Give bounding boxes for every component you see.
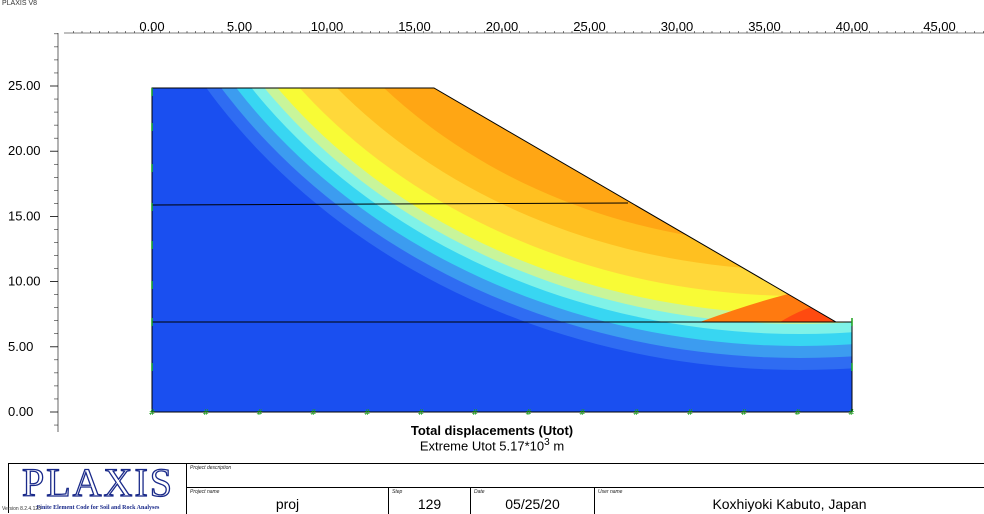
y-tick-label: 15.00 [8, 208, 41, 223]
displacement-plot: 0.00 5.00 10.00 15.00 20.00 25.00 30.00 35.00 40… [0, 0, 984, 463]
project-name-cell: Project name proj [187, 487, 389, 514]
fixity-marker: # [579, 408, 586, 417]
x-tick-label: 35.00 [748, 19, 781, 34]
fixity-marker: # [202, 408, 209, 417]
fixity-marker: # [794, 408, 801, 417]
caption-extreme-prefix: Extreme Utot 5.17*10 [420, 438, 544, 453]
x-tick-label: 15.00 [398, 19, 431, 34]
y-tick-label: 0.00 [8, 404, 33, 419]
contour-field [100, 0, 984, 420]
y-tick-label: 20.00 [8, 143, 41, 158]
user-name-label: User name [598, 489, 622, 495]
project-description-label: Project description [190, 465, 231, 471]
project-description-cell: Project description [187, 463, 984, 487]
y-tick-label: 10.00 [8, 274, 41, 289]
x-tick-label: 5.00 [227, 19, 252, 34]
version-text: Version 8.2.4.123 [2, 506, 41, 512]
x-tick-label: 20.00 [486, 19, 519, 34]
step-cell: Step 129 [389, 487, 471, 514]
step-value: 129 [389, 496, 470, 512]
x-tick-label: 0.00 [139, 19, 164, 34]
x-axis-ruler: 0.00 5.00 10.00 15.00 20.00 25.00 30.00 35.00 40… [64, 19, 984, 34]
caption-extreme-unit: m [550, 438, 564, 453]
fixity-marker: # [471, 408, 478, 417]
x-tick-label: 25.00 [573, 19, 606, 34]
date-label: Date [474, 489, 485, 495]
project-name-label: Project name [190, 489, 219, 495]
date-cell: Date 05/25/20 [471, 487, 595, 514]
fixity-marker: # [525, 408, 532, 417]
user-name-value: Koxhiyoki Kabuto, Japan [595, 496, 984, 512]
x-tick-label: 45.00 [923, 19, 956, 34]
contour-band [490, 0, 984, 140]
fixity-marker: # [418, 408, 425, 417]
fixity-marker: # [687, 408, 694, 417]
fixity-marker: # [149, 408, 156, 417]
fixity-marker: # [310, 408, 317, 417]
info-box: PLAXIS Finite Element Code for Soil and … [8, 463, 984, 513]
fixity-marker: # [848, 408, 855, 417]
y-tick-label: 25.00 [8, 78, 41, 93]
x-tick-label: 10.00 [311, 19, 344, 34]
x-tick-label: 30.00 [661, 19, 694, 34]
y-tick-label: 5.00 [8, 339, 33, 354]
caption-extreme-value: Extreme Utot 5.17*103 m [0, 437, 984, 453]
fixity-marker: # [633, 408, 640, 417]
x-tick-label: 40.00 [836, 19, 869, 34]
logo-wordmark: PLAXIS [13, 465, 183, 501]
fixity-marker: # [256, 408, 263, 417]
fixity-marker: # [740, 408, 747, 417]
y-axis-ruler: 25.00 20.00 15.00 10.00 5.00 0.00 [8, 33, 58, 432]
step-label: Step [392, 489, 402, 495]
user-name-cell: User name Koxhiyoki Kabuto, Japan [595, 487, 984, 514]
project-name-value: proj [187, 496, 388, 512]
fixity-marker: # [364, 408, 371, 417]
caption-title: Total displacements (Utot) [0, 423, 984, 438]
date-value: 05/25/20 [471, 496, 594, 512]
